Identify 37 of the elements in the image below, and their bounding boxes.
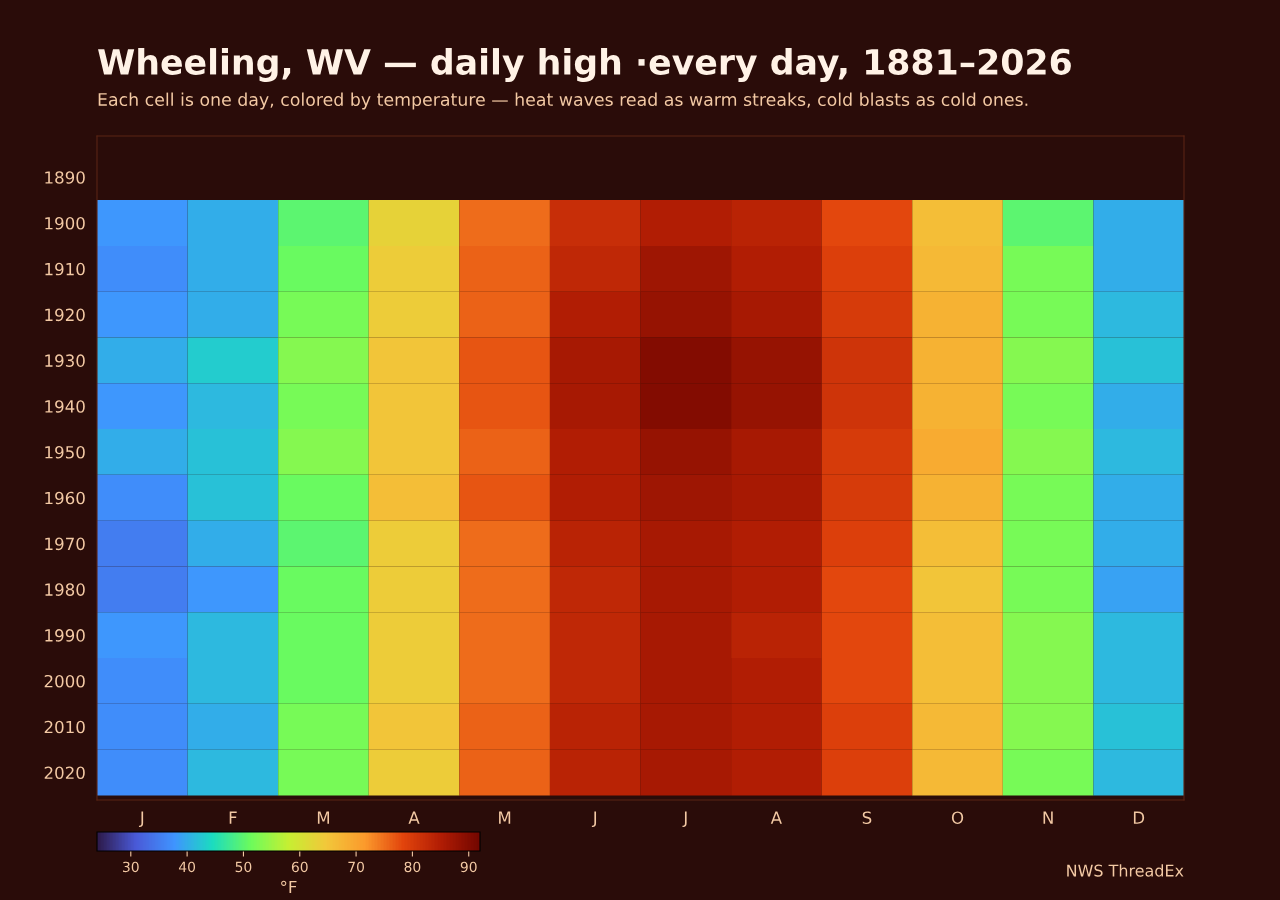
y-tick-label: 1940	[45, 400, 85, 413]
color-bar-label: 30	[123, 861, 139, 873]
x-tick-label: S	[862, 811, 872, 825]
y-tick-label: 1960	[45, 491, 85, 505]
color-bar-label: 50	[235, 861, 252, 873]
y-tick-label: 2010	[44, 720, 85, 734]
x-tick-label: N	[1043, 811, 1053, 824]
color-bar-title: °F	[281, 880, 297, 894]
x-tick-label: M	[499, 811, 511, 824]
x-tick-label: O	[951, 811, 964, 825]
x-tick-label: F	[229, 811, 237, 824]
y-tick-label: 1930	[45, 354, 85, 367]
y-tick-label: 1970	[45, 537, 85, 551]
x-tick-label: D	[1133, 811, 1145, 824]
y-tick-label: 2000	[44, 674, 85, 688]
y-tick-label: 1900	[45, 216, 85, 230]
text: NWS ThreadEx	[1067, 864, 1184, 877]
color-bar-label: 90	[460, 861, 477, 873]
chart-subtitle: Each cell is one day, colored by temperature — heat waves read as warm streaks, cold blasts as cold ones.	[98, 92, 1028, 110]
x-tick-label: A	[408, 811, 420, 824]
x-tick-label: J	[138, 811, 144, 828]
color-bar-label: 40	[178, 861, 196, 873]
y-tick-label: 1910	[45, 262, 85, 276]
chart-title: Wheeling, WV — daily high ·every day, 1881–2026	[98, 48, 1071, 82]
color-bar-label: 70	[348, 861, 364, 873]
color-bar-label: 60	[291, 861, 308, 873]
x-tick-label: J	[591, 811, 597, 828]
x-tick-label: J	[682, 811, 687, 828]
y-tick-label: 1920	[45, 308, 85, 322]
color-bar-label: 80	[404, 861, 421, 873]
y-tick-label: 1980	[45, 583, 85, 596]
x-tick-label: M	[317, 811, 330, 824]
y-tick-label: 2020	[44, 766, 85, 780]
x-tick-label: A	[770, 811, 782, 824]
y-tick-label: 1950	[45, 445, 85, 459]
y-tick-label: 1990	[45, 629, 85, 642]
y-tick-label: 1890	[45, 171, 85, 184]
